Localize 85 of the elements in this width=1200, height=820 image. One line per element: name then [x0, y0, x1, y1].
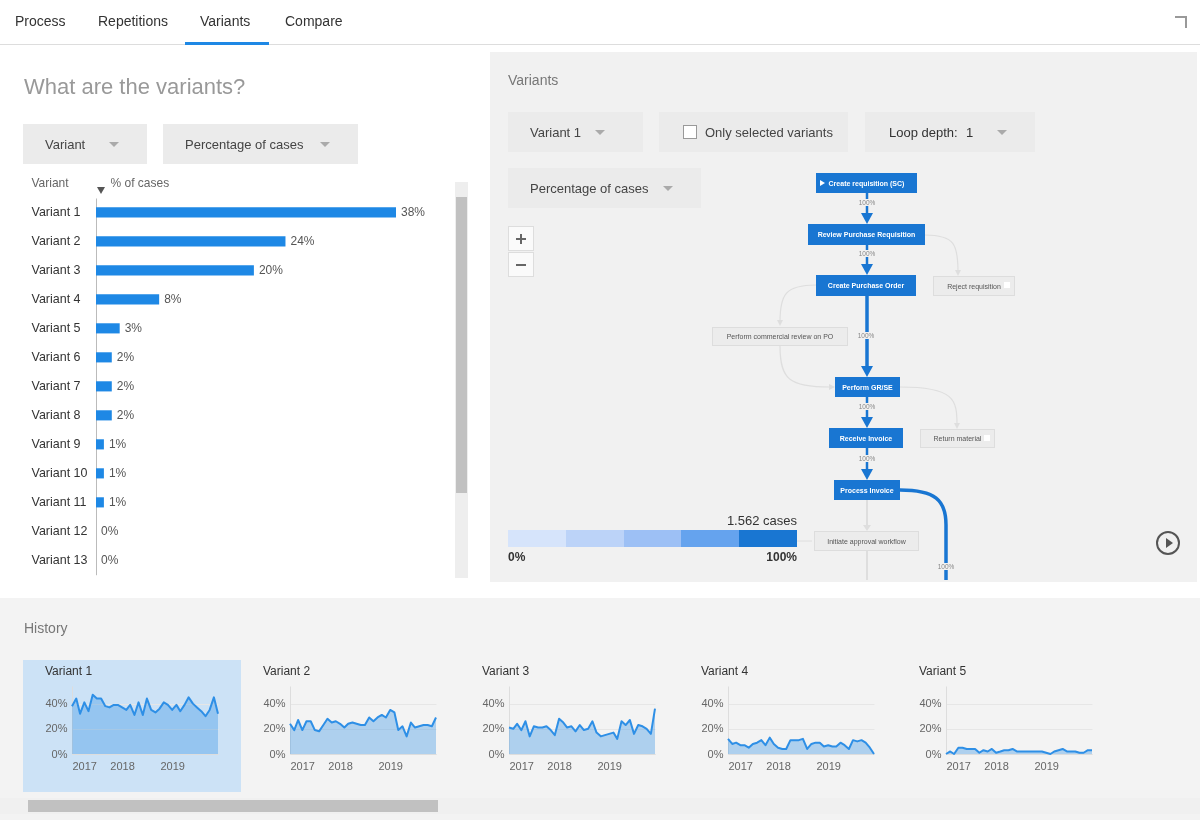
data-label: 1% [108, 437, 127, 452]
x-tick-label: 2018 [766, 759, 791, 772]
bar [96, 294, 160, 305]
x-tick-label: 2017 [290, 759, 315, 772]
text: Variants [508, 72, 559, 88]
y-tick-label: 20% [482, 722, 505, 735]
data-label: 1% [108, 466, 127, 481]
text: Loop depth: [889, 125, 958, 140]
text: Variant [23, 124, 147, 164]
x-tick-label: 2018 [547, 759, 572, 772]
y-tick-label: Variant 2 [31, 234, 81, 249]
y-tick-label: 40% [263, 697, 286, 710]
x-tick-label: 2019 [378, 759, 403, 772]
bar [96, 265, 254, 276]
bar [96, 410, 112, 421]
bar [96, 439, 104, 450]
bar [96, 323, 120, 334]
y-tick-label: 40% [482, 697, 505, 710]
x-axis-title: % of cases [110, 176, 170, 191]
bar [96, 468, 104, 479]
text: Percentage of cases [163, 124, 358, 164]
y-tick-label: 40% [45, 697, 68, 710]
y-tick-label: Variant 8 [31, 408, 81, 423]
text: Compare [285, 13, 343, 29]
data-label: 0% [101, 524, 119, 539]
y-tick-label: Variant 6 [31, 350, 81, 365]
data-label: 2% [116, 350, 135, 365]
text: Process [15, 13, 66, 29]
bar [96, 352, 112, 363]
y-tick-label: 0% [925, 747, 942, 760]
x-tick-label: 2018 [328, 759, 353, 772]
bar [96, 236, 286, 247]
y-tick-label: 0% [269, 747, 286, 760]
y-tick-label: Variant 12 [31, 524, 88, 539]
y-tick-label: 0% [707, 747, 724, 760]
y-tick-label: 20% [701, 722, 724, 735]
text: 1 [966, 125, 974, 140]
x-tick-label: 2017 [509, 759, 534, 772]
y-tick-label: 40% [701, 697, 724, 710]
text: Variant 1 [508, 112, 643, 152]
text: 0% [508, 550, 526, 564]
y-tick-label: Variant 3 [31, 263, 81, 278]
x-tick-label: 2019 [597, 759, 622, 772]
bar [96, 497, 104, 508]
data-label: 2% [116, 408, 135, 423]
y-tick-label: Variant 11 [31, 495, 87, 510]
text: 100% [766, 550, 797, 564]
data-label: 24% [290, 234, 315, 249]
y-axis-title: Variant [31, 176, 70, 191]
text: Only selected variants [659, 112, 848, 152]
data-label: 38% [401, 205, 426, 220]
x-tick-label: 2019 [1034, 759, 1059, 772]
y-tick-label: 40% [919, 697, 942, 710]
y-tick-label: Variant 1 [31, 205, 81, 220]
y-tick-label: Variant 4 [31, 292, 81, 307]
y-tick-label: 20% [263, 722, 286, 735]
data-label: 0% [101, 553, 119, 568]
text: Variants [200, 13, 251, 29]
text: Percentage of cases [508, 168, 701, 208]
data-label: 2% [116, 379, 135, 394]
data-label: 8% [164, 292, 182, 307]
x-tick-label: 2018 [110, 759, 135, 772]
y-tick-label: Variant 5 [31, 321, 81, 336]
x-tick-label: 2017 [72, 759, 97, 772]
data-label: 1% [108, 495, 127, 510]
text: 1.562 cases [726, 513, 797, 528]
y-tick-label: 20% [45, 722, 68, 735]
y-tick-label: 20% [919, 722, 942, 735]
data-label: 3% [124, 321, 143, 336]
bar [96, 207, 396, 218]
x-tick-label: 2019 [160, 759, 185, 772]
bar [96, 381, 112, 392]
y-tick-label: 0% [51, 747, 68, 760]
x-tick-label: 2018 [984, 759, 1009, 772]
y-tick-label: Variant 10 [31, 466, 88, 481]
x-tick-label: 2019 [816, 759, 841, 772]
x-tick-label: 2017 [946, 759, 971, 772]
text: Repetitions [98, 13, 169, 29]
y-tick-label: 0% [488, 747, 505, 760]
y-tick-label: Variant 13 [31, 553, 88, 568]
y-tick-label: Variant 7 [31, 379, 81, 394]
chart-title: What are the variants? [24, 74, 246, 100]
x-tick-label: 2017 [728, 759, 753, 772]
text: History [24, 620, 68, 636]
y-tick-label: Variant 9 [31, 437, 81, 452]
